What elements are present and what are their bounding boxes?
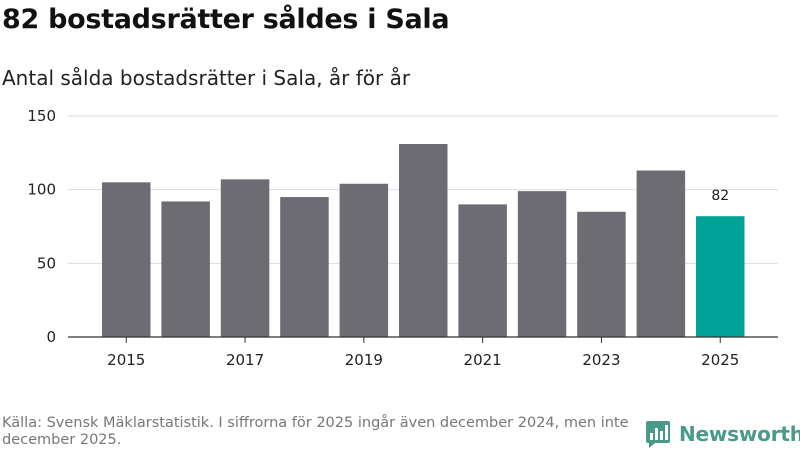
chart-subtitle: Antal sålda bostadsrätter i Sala, år för… xyxy=(2,66,411,90)
newsworthy-logo[interactable]: Newsworthy xyxy=(645,419,800,449)
bar xyxy=(458,204,507,337)
data-label: 82 xyxy=(711,188,729,204)
x-tick-label: 2019 xyxy=(345,351,383,369)
y-tick-label: 150 xyxy=(27,107,56,125)
bar xyxy=(161,201,210,337)
x-tick-label: 2021 xyxy=(464,351,502,369)
source-note: Källa: Svensk Mäklarstatistik. I siffror… xyxy=(2,415,629,448)
x-tick-label: 2023 xyxy=(582,351,620,369)
bar xyxy=(339,183,389,337)
bar xyxy=(399,143,448,337)
x-tick-label: 2015 xyxy=(107,351,145,369)
y-tick-label: 50 xyxy=(37,254,56,272)
bar xyxy=(636,170,686,337)
chart-title: 82 bostadsrätter såldes i Sala xyxy=(2,4,450,35)
bar xyxy=(280,197,329,337)
bar xyxy=(517,191,567,337)
x-tick-label: 2017 xyxy=(226,351,264,369)
bar-chart: 0 50 100 150 82 2015 2017 2019 2021 2023 2025 xyxy=(27,107,778,369)
bar xyxy=(696,216,745,337)
brand-name: Newsworthy xyxy=(679,422,800,446)
bar xyxy=(220,179,270,337)
bar xyxy=(577,211,626,337)
bar-chart-bubble-icon xyxy=(646,421,670,448)
x-tick-label: 2025 xyxy=(701,351,739,369)
bar xyxy=(102,182,151,337)
y-tick-label: 0 xyxy=(46,328,56,346)
y-tick-label: 100 xyxy=(27,181,56,199)
